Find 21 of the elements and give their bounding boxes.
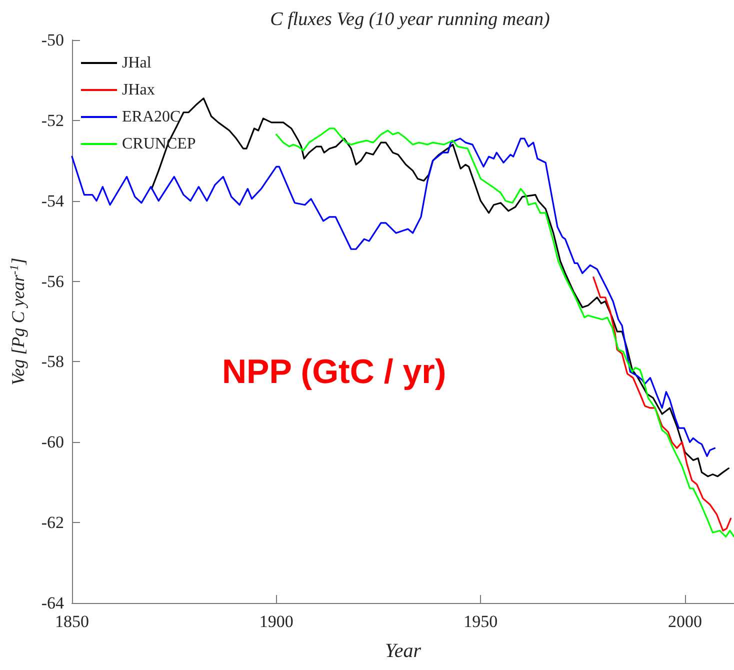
legend-label: ERA20C (122, 108, 181, 126)
legend-label: JHal (122, 54, 152, 72)
y-tick-label: -62 (41, 513, 64, 532)
x-tick-label: 1950 (464, 612, 498, 631)
y-tick-label: -64 (41, 594, 64, 612)
y-tick-label: -58 (41, 352, 64, 372)
y-tick-label: -50 (41, 30, 64, 50)
y-tick-label: -54 (41, 191, 64, 210)
y-tick-label: -56 (41, 272, 64, 291)
x-tick-label: 1850 (55, 612, 89, 631)
y-tick-label: -60 (41, 432, 64, 452)
line-series (71, 138, 716, 458)
line-series (592, 276, 732, 532)
y-tick-label: -52 (41, 110, 64, 130)
x-tick-label: 1900 (259, 612, 294, 631)
chart-title: C fluxes Veg (10 year running mean) (270, 9, 550, 30)
x-tick-label: 2000 (668, 612, 702, 631)
legend-label: JHax (122, 82, 155, 98)
x-axis-title: Year (385, 640, 422, 662)
y-axis-title: Veg [Pg C year-1] (7, 258, 28, 386)
annotation: NPP (GtC / yr) (222, 353, 446, 391)
